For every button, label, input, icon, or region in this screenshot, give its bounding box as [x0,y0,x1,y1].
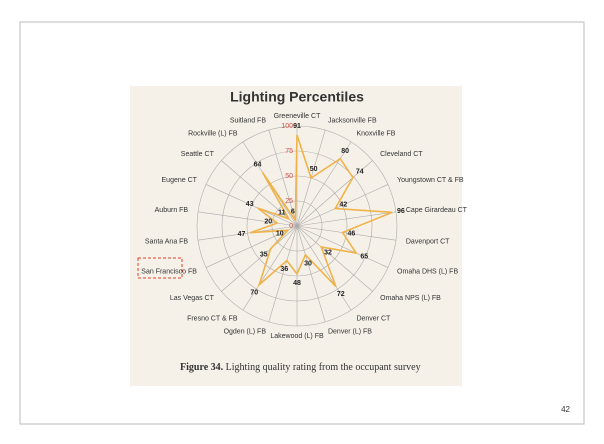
value-label: 32 [324,250,332,257]
highlight-box [137,257,183,279]
spoke [197,211,298,227]
spoke [296,211,397,227]
spoke [296,160,373,227]
value-label: 46 [348,231,356,238]
tick-label: 0 [289,223,293,230]
category-label: San Francisco FB [141,269,197,276]
spoke [296,184,389,227]
page-number: 42 [561,405,570,414]
category-label: Fresno CT & FB [187,315,238,322]
value-label: 11 [278,210,286,217]
chart-title: Lighting Percentiles [230,89,364,105]
value-label: 10 [276,231,284,238]
value-label: 20 [264,219,272,226]
category-label: Ogden (L) FB [224,328,267,335]
value-label: 30 [304,260,312,267]
category-label: Rockville (L) FB [188,130,238,137]
spoke [296,225,326,323]
value-label: 74 [356,168,364,175]
spoke [268,129,298,227]
category-label: Jacksonville FB [328,117,377,124]
category-label: Greeneville CT [274,113,321,120]
category-label: Omaha DHS (L) FB [397,269,458,276]
value-label: 65 [360,254,368,261]
spoke [205,184,298,227]
category-label: Youngstown CT & FB [397,177,464,184]
value-label: 6 [291,208,295,215]
value-label: 48 [293,280,301,287]
category-label: Denver CT [356,315,391,322]
category-label: Knoxville FB [356,130,395,137]
value-label: 35 [260,252,268,259]
tick-label: 50 [285,173,293,180]
spoke [197,225,298,241]
category-label: Cleveland CT [380,151,423,158]
spoke [205,225,298,268]
category-label: Lakewood (L) FB [270,333,324,340]
value-label: 72 [337,291,345,298]
spoke [296,225,352,311]
category-label: Seattle CT [181,151,215,158]
tick-label: 25 [285,198,293,205]
category-label: Denver (L) FB [328,328,372,335]
value-label: 36 [280,266,288,273]
category-label: Suitland FB [230,117,267,124]
category-label: Cape Girardeau CT [406,207,468,214]
caption-label: Figure 34. [180,362,224,373]
category-label: Davenport CT [406,238,450,245]
spoke [296,225,397,241]
caption: Figure 34. Lighting quality rating from … [180,362,421,373]
category-label: Omaha NPS (L) FB [380,295,441,302]
value-label: 91 [293,123,301,130]
category-label: Auburn FB [155,207,189,214]
spoke [296,225,373,292]
value-label: 96 [397,208,405,215]
category-label: Las Vegas CT [170,295,215,302]
value-label: 70 [250,289,258,296]
value-label: 42 [339,202,347,209]
tick-label: 100 [281,123,293,130]
category-label: Santa Ana FB [145,238,189,245]
spoke [221,225,298,292]
spoke [296,225,389,268]
value-label: 50 [310,166,318,173]
caption-text: Lighting quality rating from the occupan… [226,362,421,373]
category-label: Eugene CT [162,177,198,184]
value-label: 43 [246,201,254,208]
spoke [221,160,298,227]
data-line [250,134,393,288]
spoke [268,225,298,323]
value-label: 47 [238,231,246,238]
tick-label: 75 [285,148,293,155]
spoke [242,225,298,311]
chart-image [130,86,462,386]
spoke [296,141,352,227]
value-label: 64 [254,161,262,168]
value-label: 80 [341,148,349,155]
